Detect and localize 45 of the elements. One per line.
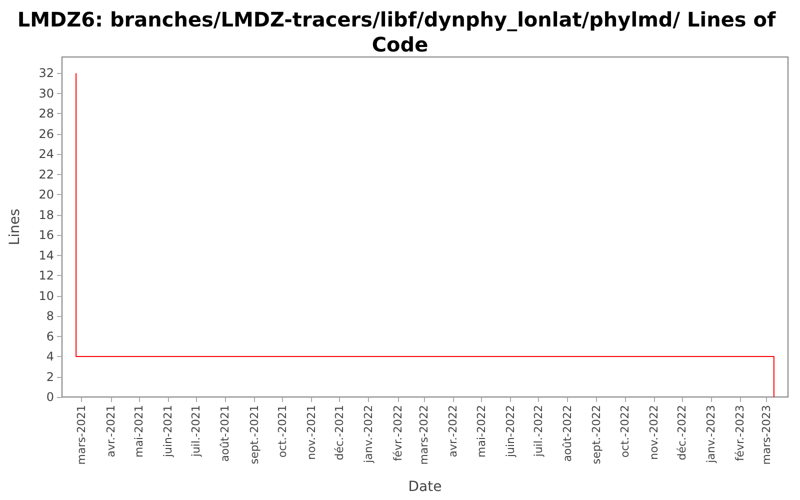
- chart-title: LMDZ6: branches/LMDZ-tracers/libf/dynphy_lonlat/phylmd/ Lines of Code: [17, 8, 783, 56]
- y-tick-label: 2: [46, 370, 54, 384]
- y-tick-label: 20: [38, 188, 54, 202]
- y-tick-label: 16: [38, 228, 54, 242]
- y-tick-label: 6: [46, 329, 54, 344]
- x-tick-label: août-2021: [218, 405, 232, 462]
- y-tick-label: 8: [46, 309, 54, 324]
- y-tick-label: 14: [38, 248, 54, 262]
- y-axis-title: Lines: [7, 208, 23, 246]
- x-tick-label: nov.-2021: [305, 405, 318, 460]
- x-tick-label: janv.-2022: [362, 405, 376, 464]
- y-tick-label: 0: [46, 390, 54, 404]
- x-tick-label: oct.-2021: [276, 405, 289, 458]
- y-tick-label: 32: [38, 66, 54, 80]
- x-tick-label: déc.-2021: [333, 405, 346, 460]
- y-tick-label: 28: [38, 106, 54, 121]
- x-tick-label: mai-2022: [474, 405, 488, 458]
- x-axis-title: Date: [408, 479, 442, 495]
- x-tick-label: déc.-2022: [676, 405, 689, 460]
- x-tick-label: mars-2022: [418, 405, 431, 465]
- x-tick-label: juin-2021: [161, 405, 174, 458]
- x-tick-label: nov.-2022: [647, 405, 660, 460]
- x-tick-label: avr.-2021: [104, 405, 118, 458]
- y-tick-label: 10: [38, 288, 54, 303]
- x-tick-label: mars-2023: [760, 405, 773, 465]
- x-tick-label: août-2022: [561, 405, 574, 462]
- x-tick-label: juil.-2022: [532, 405, 545, 458]
- x-tick-label: mai-2021: [132, 405, 146, 458]
- x-tick-label: juin-2022: [504, 405, 517, 458]
- x-tick-label: oct.-2022: [618, 405, 632, 458]
- y-tick-label: 18: [38, 208, 54, 222]
- x-tick-label: juil.-2021: [190, 405, 203, 458]
- y-tick-label: 4: [46, 350, 54, 364]
- y-tick-label: 24: [38, 147, 54, 162]
- x-tick-label: mars-2021: [75, 405, 88, 465]
- x-tick-label: févr.-2023: [734, 405, 747, 462]
- x-tick-label: avr.-2022: [446, 405, 460, 458]
- x-tick-label: janv.-2023: [704, 405, 718, 464]
- y-tick-label: 22: [38, 167, 54, 182]
- y-tick-label: 30: [38, 86, 54, 100]
- x-tick-label: sept.-2021: [248, 405, 261, 464]
- x-tick-label: févr.-2022: [391, 405, 404, 462]
- x-tick-label: sept.-2022: [590, 405, 604, 464]
- y-tick-label: 12: [38, 268, 54, 283]
- y-tick-label: 26: [38, 126, 54, 141]
